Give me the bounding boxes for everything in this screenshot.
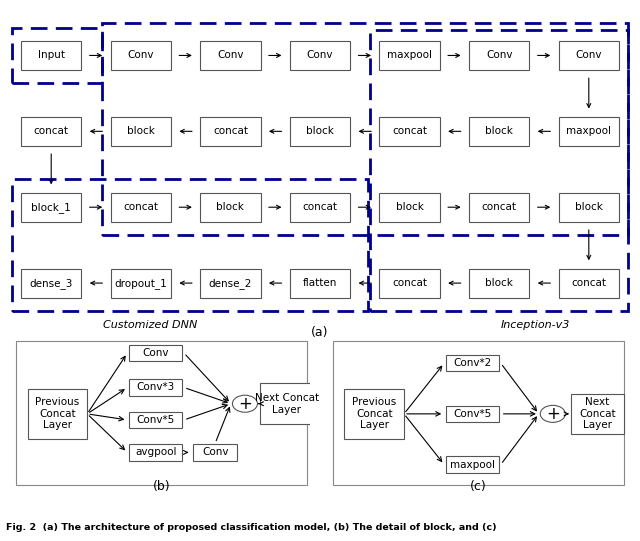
FancyBboxPatch shape	[200, 117, 260, 146]
FancyBboxPatch shape	[290, 41, 350, 70]
Text: block: block	[216, 202, 244, 212]
FancyBboxPatch shape	[380, 268, 440, 298]
Text: block: block	[575, 202, 603, 212]
Text: dense_2: dense_2	[209, 278, 252, 288]
Text: Conv*5: Conv*5	[453, 409, 492, 419]
Text: Conv: Conv	[486, 50, 513, 61]
Text: Next Concat
Layer: Next Concat Layer	[255, 393, 319, 414]
Text: +: +	[238, 395, 252, 413]
FancyBboxPatch shape	[111, 117, 171, 146]
FancyBboxPatch shape	[571, 394, 624, 434]
Text: flatten: flatten	[303, 278, 337, 288]
FancyBboxPatch shape	[469, 193, 529, 222]
Text: Previous
Concat
Layer: Previous Concat Layer	[35, 397, 79, 431]
FancyBboxPatch shape	[111, 41, 171, 70]
Text: block: block	[396, 202, 424, 212]
Text: maxpool: maxpool	[387, 50, 432, 61]
FancyBboxPatch shape	[380, 41, 440, 70]
FancyBboxPatch shape	[559, 193, 619, 222]
Text: Conv: Conv	[142, 348, 169, 358]
FancyBboxPatch shape	[344, 388, 404, 439]
Text: Previous
Concat
Layer: Previous Concat Layer	[352, 397, 396, 431]
FancyBboxPatch shape	[193, 444, 237, 460]
Circle shape	[540, 405, 565, 423]
FancyBboxPatch shape	[21, 41, 81, 70]
Text: concat: concat	[482, 202, 516, 212]
Text: (a): (a)	[311, 326, 329, 339]
Text: block: block	[127, 127, 155, 136]
FancyBboxPatch shape	[129, 379, 182, 395]
FancyBboxPatch shape	[21, 268, 81, 298]
FancyBboxPatch shape	[469, 268, 529, 298]
FancyBboxPatch shape	[260, 384, 314, 424]
FancyBboxPatch shape	[111, 268, 171, 298]
Text: maxpool: maxpool	[450, 460, 495, 470]
FancyBboxPatch shape	[445, 457, 499, 473]
Text: Fig. 2  (a) The architecture of proposed classification model, (b) The detail of: Fig. 2 (a) The architecture of proposed …	[6, 523, 497, 532]
Text: Conv*2: Conv*2	[453, 358, 492, 368]
Circle shape	[232, 395, 257, 412]
FancyBboxPatch shape	[129, 412, 182, 428]
Text: block_1: block_1	[31, 202, 71, 213]
Text: (b): (b)	[153, 480, 170, 493]
Text: concat: concat	[572, 278, 606, 288]
FancyBboxPatch shape	[380, 193, 440, 222]
Text: Conv*5: Conv*5	[136, 415, 175, 425]
Text: avgpool: avgpool	[135, 447, 177, 457]
Text: concat: concat	[213, 127, 248, 136]
Text: dense_3: dense_3	[29, 278, 73, 288]
FancyBboxPatch shape	[290, 268, 350, 298]
Text: block: block	[306, 127, 334, 136]
FancyBboxPatch shape	[111, 193, 171, 222]
Text: Next
Concat
Layer: Next Concat Layer	[579, 397, 616, 431]
Text: dropout_1: dropout_1	[115, 278, 167, 288]
FancyBboxPatch shape	[200, 41, 260, 70]
FancyBboxPatch shape	[129, 444, 182, 460]
Text: Input: Input	[38, 50, 65, 61]
Text: Conv: Conv	[202, 447, 228, 457]
Text: Conv: Conv	[575, 50, 602, 61]
FancyBboxPatch shape	[380, 117, 440, 146]
FancyBboxPatch shape	[559, 41, 619, 70]
Text: block: block	[485, 127, 513, 136]
FancyBboxPatch shape	[200, 193, 260, 222]
FancyBboxPatch shape	[21, 117, 81, 146]
FancyBboxPatch shape	[129, 345, 182, 361]
Text: (c): (c)	[470, 480, 487, 493]
FancyBboxPatch shape	[445, 355, 499, 371]
Text: concat: concat	[34, 127, 68, 136]
FancyBboxPatch shape	[290, 193, 350, 222]
FancyBboxPatch shape	[290, 117, 350, 146]
Text: concat: concat	[303, 202, 337, 212]
FancyBboxPatch shape	[28, 388, 87, 439]
FancyBboxPatch shape	[559, 268, 619, 298]
Text: Conv: Conv	[127, 50, 154, 61]
FancyBboxPatch shape	[469, 117, 529, 146]
Text: +: +	[546, 405, 560, 423]
FancyBboxPatch shape	[200, 268, 260, 298]
Text: Inception-v3: Inception-v3	[500, 320, 570, 330]
Text: concat: concat	[392, 278, 427, 288]
Text: Conv: Conv	[217, 50, 244, 61]
Text: block: block	[485, 278, 513, 288]
Text: Conv*3: Conv*3	[136, 382, 175, 392]
FancyBboxPatch shape	[21, 193, 81, 222]
Text: maxpool: maxpool	[566, 127, 611, 136]
Text: Customized DNN: Customized DNN	[102, 320, 197, 330]
Text: Conv: Conv	[307, 50, 333, 61]
Text: concat: concat	[392, 127, 427, 136]
Text: concat: concat	[124, 202, 158, 212]
FancyBboxPatch shape	[559, 117, 619, 146]
FancyBboxPatch shape	[469, 41, 529, 70]
FancyBboxPatch shape	[445, 406, 499, 422]
